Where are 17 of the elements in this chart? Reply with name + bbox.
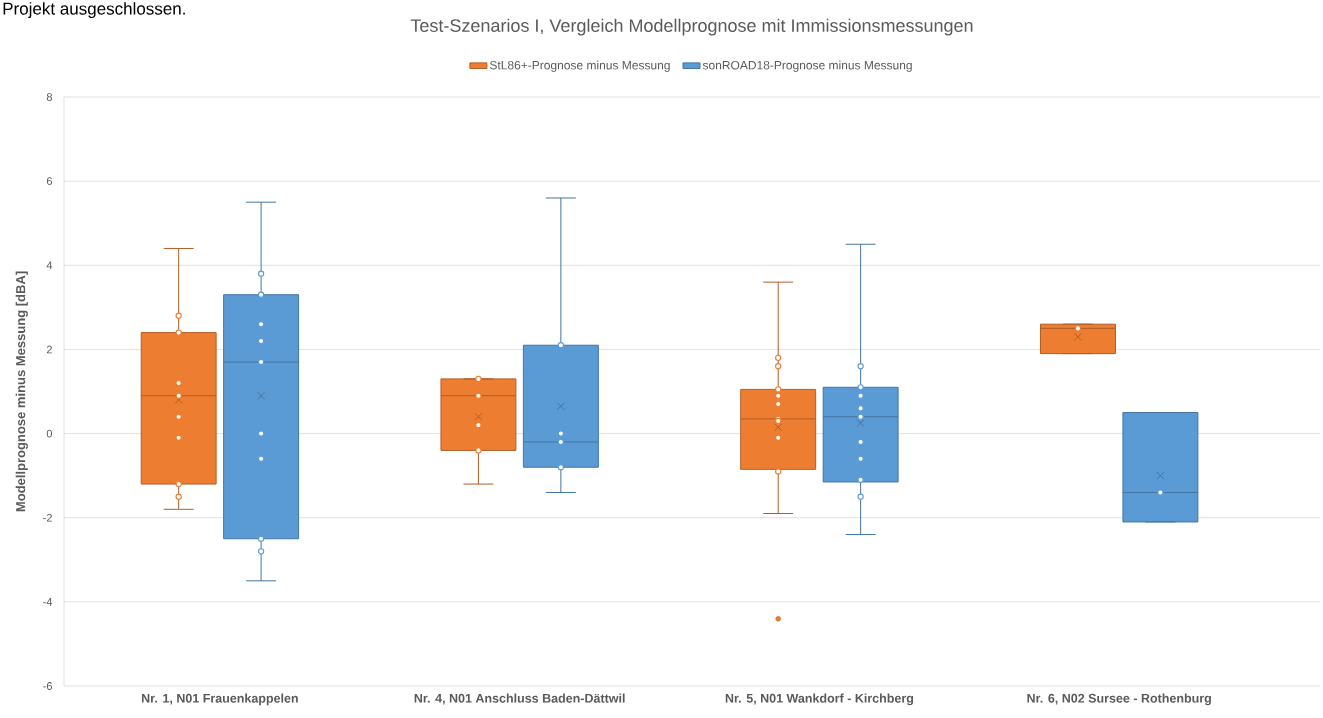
y-tick-label: -2 — [43, 513, 52, 522]
x-tick-label: Nr. 1, N01 Frauenkappelen — [141, 693, 298, 706]
y-tick-label: 8 — [46, 93, 52, 101]
text: Projekt ausgeschlossen. — [3, 2, 185, 19]
y-tick-label: -6 — [43, 682, 52, 690]
y-tick-label: 4 — [46, 261, 53, 270]
x-tick-label: Nr. 6, N02 Sursee - Rothenburg — [1027, 693, 1211, 706]
y-tick-label: 0 — [46, 429, 53, 438]
x-tick-label: Nr. 5, N01 Wankdorf - Kirchberg — [725, 693, 914, 706]
chart-title: Test-Szenarios I, Vergleich Modellprognose mit Immissionsmessungen — [410, 18, 973, 36]
x-tick-label: Nr. 4, N01 Anschluss Baden-Dättwil — [414, 693, 625, 705]
y-tick-label: 6 — [46, 177, 52, 186]
y-tick-label: -4 — [43, 598, 53, 606]
legend-label: StL86+-Prognose minus Messung — [489, 60, 670, 72]
y-tick-label: 2 — [46, 345, 52, 354]
y-axis-title: Modellprognose minus Messung [dBA] — [15, 271, 28, 512]
legend-label: sonROAD18-Prognose minus Messung — [702, 60, 912, 72]
